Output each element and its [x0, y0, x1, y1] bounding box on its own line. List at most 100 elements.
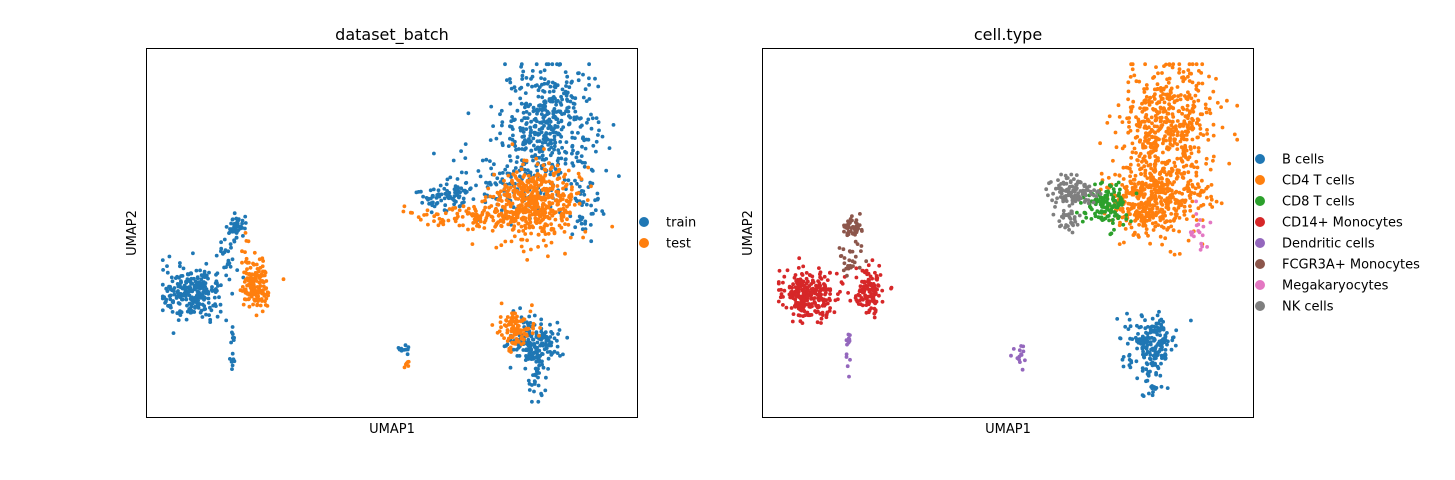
scatter-point: [524, 158, 529, 163]
scatter-point: [536, 399, 541, 404]
scatter-point: [511, 227, 516, 231]
scatter-point: [254, 313, 259, 318]
scatter-point: [781, 280, 785, 285]
scatter-point: [1163, 213, 1167, 218]
scatter-point: [228, 230, 233, 234]
scatter-point: [1189, 190, 1194, 195]
scatter-point: [442, 196, 447, 201]
scatter-point: [1127, 125, 1131, 129]
scatter-point: [777, 288, 781, 292]
scatter-point: [556, 148, 561, 153]
scatter-point: [514, 347, 519, 352]
scatter-point: [1074, 182, 1079, 187]
scatter-point: [875, 276, 880, 280]
scatter-point: [1175, 85, 1180, 89]
scatter-point: [848, 333, 852, 337]
scatter-point: [212, 295, 217, 300]
scatter-point: [1126, 130, 1131, 135]
scatter-point: [1070, 201, 1075, 206]
scatter-point: [860, 303, 865, 308]
scatter-point: [1146, 214, 1150, 218]
scatter-point: [866, 263, 871, 268]
scatter-point: [1129, 155, 1134, 160]
scatter-point: [1132, 182, 1137, 186]
scatter-point: [1205, 245, 1209, 249]
scatter-point: [1156, 71, 1160, 76]
scatter-point: [596, 120, 601, 125]
scatter-point: [586, 165, 591, 170]
scatter-point: [540, 141, 545, 145]
scatter-point: [1143, 62, 1147, 67]
scatter-point: [483, 205, 488, 210]
scatter-point: [1142, 106, 1146, 111]
scatter-point: [460, 215, 465, 219]
scatter-point: [516, 197, 521, 201]
scatter-point: [526, 344, 531, 348]
scatter-point: [1053, 205, 1057, 209]
scatter-point: [539, 130, 544, 135]
scatter-point: [1112, 214, 1117, 218]
scatter-point: [447, 190, 451, 195]
scatter-point: [1113, 130, 1118, 135]
scatter-point: [530, 154, 534, 159]
scatter-point: [202, 271, 207, 276]
scatter-point: [1072, 217, 1077, 222]
scatter-point: [542, 90, 547, 94]
scatter-point: [1108, 232, 1113, 237]
scatter-point: [177, 275, 181, 280]
scatter-point: [1158, 347, 1163, 352]
scatter-point: [1153, 387, 1158, 391]
scatter-point: [858, 212, 862, 216]
scatter-point: [547, 147, 551, 152]
scatter-point: [1153, 107, 1158, 112]
scatter-point: [506, 222, 511, 227]
scatter-point: [1158, 116, 1162, 120]
scatter-point: [818, 311, 823, 316]
scatter-point: [574, 198, 579, 203]
scatter-point: [556, 332, 560, 336]
scatter-point: [796, 301, 800, 305]
scatter-point: [491, 124, 495, 128]
scatter-point: [568, 99, 573, 104]
scatter-point: [1127, 354, 1131, 358]
scatter-point: [1163, 356, 1168, 361]
scatter-point: [1142, 194, 1146, 199]
scatter-point: [1095, 209, 1100, 214]
scatter-point: [853, 230, 858, 235]
scatter-point: [509, 222, 513, 227]
scatter-point: [1148, 95, 1153, 100]
scatter-point: [590, 169, 595, 173]
scatter-point: [833, 298, 838, 303]
scatter-point: [837, 246, 842, 250]
scatter-point: [1161, 210, 1165, 215]
scatter-point: [585, 120, 589, 125]
scatter-point: [1088, 204, 1092, 209]
scatter-point: [1099, 210, 1104, 215]
scatter-point: [1190, 199, 1195, 204]
scatter-point: [574, 155, 579, 160]
scatter-point: [191, 251, 195, 256]
scatter-point: [1141, 352, 1145, 357]
scatter-point: [432, 151, 436, 156]
scatter-point: [1160, 207, 1165, 212]
scatter-point: [557, 151, 561, 155]
scatter-point: [526, 323, 531, 328]
scatter-point: [1159, 199, 1163, 204]
scatter-point: [527, 140, 532, 145]
scatter-point: [1155, 332, 1160, 337]
x-axis-label: UMAP1: [985, 422, 1031, 437]
scatter-point: [1145, 332, 1150, 336]
scatter-point: [533, 147, 538, 152]
scatter-point: [790, 289, 794, 294]
scatter-point: [1139, 325, 1143, 329]
scatter-point: [1111, 158, 1115, 163]
scatter-point: [521, 126, 525, 131]
scatter-point: [789, 306, 794, 310]
scatter-point: [204, 291, 208, 295]
scatter-point: [1101, 217, 1106, 222]
scatter-point: [515, 189, 519, 193]
scatter-point: [443, 211, 448, 216]
scatter-point: [229, 340, 234, 345]
scatter-point: [1106, 175, 1111, 180]
scatter-point: [850, 259, 855, 264]
